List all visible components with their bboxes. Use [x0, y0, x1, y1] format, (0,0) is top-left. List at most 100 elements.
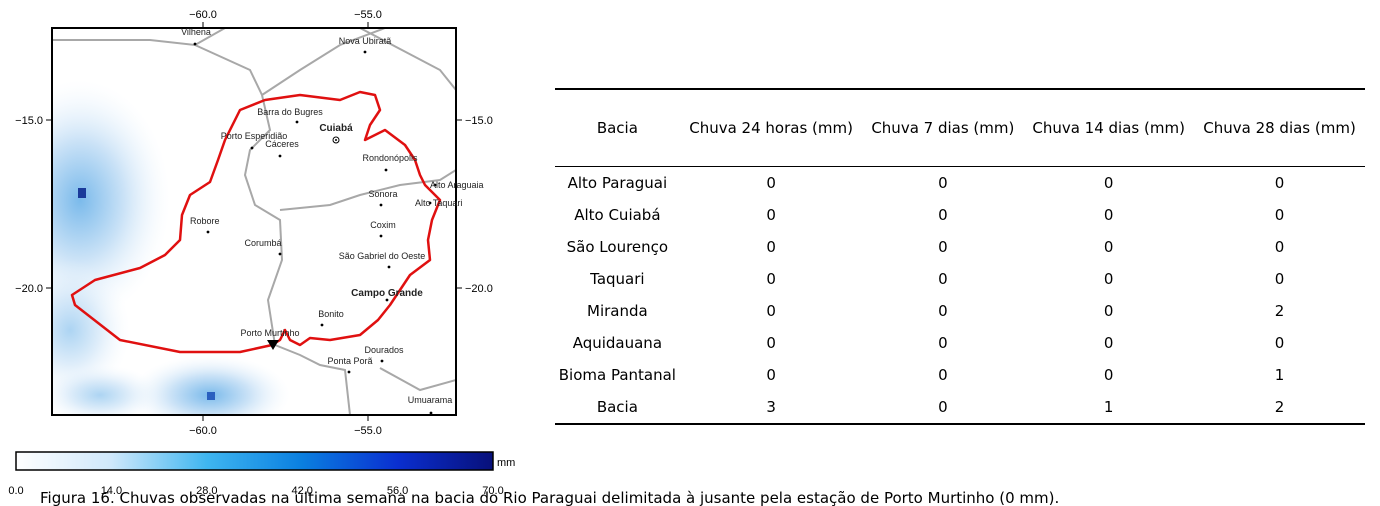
place-marker [428, 201, 432, 205]
table-cell: Aquidauana [572, 334, 663, 352]
table-cell: 3 [679, 391, 863, 425]
borders [52, 28, 456, 415]
table-cell: 0 [1274, 270, 1285, 288]
place-label: São Gabriel do Oeste [339, 251, 426, 261]
place-label: Sonora [368, 189, 397, 199]
place-label: Barra do Bugres [257, 107, 323, 117]
basin-boundary [70, 90, 442, 354]
place-marker [320, 323, 324, 327]
caption: Figura 16. Chuvas observadas na última s… [40, 489, 1060, 506]
table-cell: Miranda [587, 302, 648, 320]
table-row: Bioma Pantanal 0 0 0 1 [555, 359, 1365, 391]
colorbar-tick-label: 28.0 [196, 485, 217, 497]
table-cell: 0 [766, 206, 776, 224]
place-label: Robore [190, 216, 220, 226]
table-row: Miranda 0 0 0 2 [555, 295, 1365, 327]
lon-tick-label: −60.0 [189, 9, 217, 21]
table-row: Taquari 0 0 0 0 [555, 263, 1365, 295]
table-row: Alto Paraguai 0 0 0 0 [555, 167, 1365, 200]
lon-tick-label: −55.0 [354, 425, 382, 437]
colorbar [15, 451, 494, 471]
table-cell: 0 [938, 366, 948, 384]
rain-field [52, 28, 456, 415]
place-label: Porto Murtinho [240, 328, 299, 338]
table-cell: 0 [938, 206, 948, 224]
table-cell: 0 [766, 270, 776, 288]
place-marker [379, 203, 383, 207]
table-header: Bacia [555, 88, 680, 167]
table-cell: 0 [1103, 238, 1114, 256]
place-marker [379, 234, 383, 238]
place-marker [384, 168, 388, 172]
place-marker [335, 139, 337, 141]
table-cell: 0 [1103, 270, 1114, 288]
table-row: Alto Cuiabá 0 0 0 0 [555, 199, 1365, 231]
place-marker [278, 154, 282, 158]
table-cell: Taquari [590, 270, 645, 288]
table-header: Chuva 24 horas (mm) [679, 88, 863, 167]
table-cell: 0 [1103, 302, 1114, 320]
place-marker [250, 146, 254, 150]
colorbar-unit: mm [497, 457, 515, 469]
place-marker [347, 370, 351, 374]
table-cell: Bioma Pantanal [558, 366, 676, 384]
place-label: Umuarama [408, 395, 453, 405]
table-row: Bacia 3 0 1 2 [555, 391, 1365, 425]
lon-tick-label: −55.0 [354, 9, 382, 21]
table-header: Chuva 28 dias (mm) [1194, 88, 1365, 167]
table-cell: 0 [766, 238, 776, 256]
place-label: Alto Taquari [415, 198, 462, 208]
table-cell: Alto Cuiabá [574, 206, 661, 224]
place-marker [206, 230, 210, 234]
place-label: Campo Grande [351, 288, 423, 299]
table-cell: 0 [1274, 206, 1285, 224]
table-cell: 0 [766, 302, 776, 320]
table-row: São Lourenço 0 0 0 0 [555, 231, 1365, 263]
station-marker [267, 340, 279, 350]
place-label: Cuiabá [319, 123, 353, 134]
place-marker [433, 183, 437, 187]
table-row: Aquidauana 0 0 0 0 [555, 327, 1365, 359]
table-cell: 0 [1103, 174, 1114, 192]
colorbar-tick-label: 42.0 [291, 485, 312, 497]
rain-table: Bacia Chuva 24 horas (mm) Chuva 7 dias (mm… [555, 88, 1365, 425]
place-label: Ponta Porã [327, 356, 372, 366]
place-label: Coxim [370, 220, 396, 230]
lat-tick-label: −15.0 [465, 115, 493, 127]
table-cell: 0 [862, 391, 1024, 425]
place-marker [363, 50, 367, 54]
table-cell: 0 [766, 334, 776, 352]
table-cell: 0 [1274, 334, 1285, 352]
place-label: Nova Ubiratã [339, 36, 392, 46]
place-marker [387, 265, 391, 269]
lat-tick-label: −15.0 [15, 115, 43, 127]
table-cell: 2 [1274, 302, 1285, 320]
place-label: Porto Esperidião [221, 131, 288, 141]
table-cell: 0 [766, 366, 776, 384]
table-cell: 0 [1274, 174, 1285, 192]
table-cell: 0 [938, 302, 948, 320]
table-cell: 0 [938, 270, 948, 288]
place-marker [429, 411, 433, 415]
colorbar-tick-label: 56.0 [387, 485, 408, 497]
place-marker [193, 42, 197, 46]
place-marker [278, 252, 282, 256]
table-cell: Alto Paraguai [567, 174, 668, 192]
table-cell: 0 [1103, 334, 1114, 352]
place-label: Bonito [318, 309, 344, 319]
table-cell: São Lourenço [566, 238, 669, 256]
place-label: Corumbá [244, 238, 281, 248]
lat-tick-label: −20.0 [15, 283, 43, 295]
map-frame [51, 27, 457, 416]
capital-marker [332, 136, 340, 144]
table-cell: 0 [938, 174, 948, 192]
table-cell: 0 [1103, 366, 1114, 384]
lon-tick-label: −60.0 [189, 425, 217, 437]
place-label: Alto Araguaia [430, 180, 484, 190]
table-cell: 0 [938, 334, 948, 352]
colorbar-tick-label: 14.0 [101, 485, 122, 497]
colorbar-tick-label: 70.0 [482, 485, 503, 497]
place-label: Dourados [364, 345, 404, 355]
table-cell: 1 [1274, 366, 1285, 384]
